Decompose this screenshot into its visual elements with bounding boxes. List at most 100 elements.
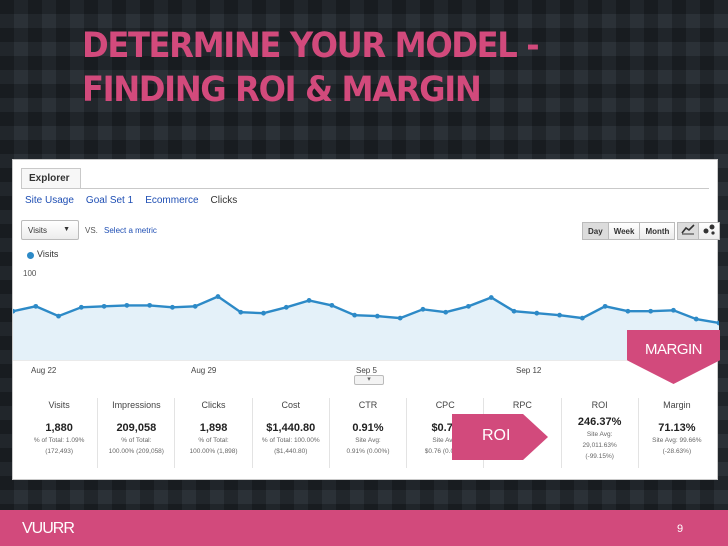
visits-data-point-21 [488,295,494,300]
scorecard-name: Cost [281,400,301,410]
visits-data-point-30 [693,316,699,322]
visits-data-point-5 [124,302,130,308]
vs-label: VS. [85,226,98,235]
scorecard-sub-2: $0.76 (0.00%) [424,448,466,455]
visits-data-point-29 [671,307,676,313]
scorecard-sub: Site Avg: [355,437,381,444]
scorecard-sub: % of Total: 100.00% [261,437,320,444]
scorecard-value: 71.13% [658,422,696,434]
visits-data-point-14 [329,302,335,308]
scorecard-name: Impressions [112,400,161,410]
metric-select-value: Visits [28,226,47,235]
chevron-down-icon: ▾ [367,376,371,383]
subtab-site-usage[interactable]: Site Usage [25,195,74,206]
subtab-ecommerce[interactable]: Ecommerce [145,195,199,206]
scorecard-sub: Site Avg: [432,437,458,444]
visits-data-point-13 [306,298,312,303]
scorecard-value: 246.37% [577,416,622,428]
x-tick-label-aug-29: Aug 29 [191,366,217,375]
legend-dot-visits [27,252,34,259]
scorecard-sub-2: 100.00% (1,898) [189,448,238,455]
scorecard-sub: Site Avg: 99.66% [652,437,702,444]
x-tick-label-sep-5: Sep 5 [356,366,377,375]
page-number: 9 [677,523,684,535]
scorecard-name: Margin [663,400,691,410]
visits-data-point-9 [215,294,221,299]
scorecard-sub: % of Total: [198,437,229,444]
scorecard-clicks: Clicks 1,898 % of Total: 100.00% (1,898) [175,398,253,468]
scorecard-name: CPC [435,400,455,410]
visits-data-point-12 [283,304,289,310]
scorecard-visits: Visits 1,880 % of Total: 1.09% (172,493) [21,398,99,468]
period-month-button[interactable]: Month [639,222,676,240]
chart-collapse-handle[interactable]: ▾ [354,375,384,385]
scorecard-sub: % of Total: [121,437,152,444]
subtab-goal-set-1[interactable]: Goal Set 1 [85,195,134,206]
visits-data-point-11 [261,310,266,316]
explorer-subtabs: Site Usage Goal Set 1 Ecommerce Clicks [25,195,237,206]
scorecard-rpc: RPC [484,398,562,468]
visits-data-point-24 [557,312,562,318]
visits-data-point-19 [443,309,449,315]
scorecard-value: 0.91% [352,422,384,434]
visits-data-point-2 [56,313,61,319]
scorecard-value: 1,898 [199,422,228,434]
visits-data-point-22 [511,308,517,314]
analytics-explorer-panel: Explorer Site Usage Goal Set 1 Ecommerce… [12,159,720,480]
visits-area-fill [13,296,719,360]
visits-data-point-18 [420,306,426,312]
visits-data-point-7 [170,304,175,310]
scorecard-sub-2: (-28.63%) [662,448,692,455]
visits-data-point-3 [78,304,84,310]
scorecard-value: $1,440.80 [266,422,316,434]
scorecard-value: 209,058 [116,422,157,434]
slide-title: DETERMINE YOUR MODEL - FINDING ROI & MAR… [82,24,634,112]
scorecard-name: RPC [512,400,532,410]
legend-label-visits: Visits [37,249,59,259]
scorecard-impressions: Impressions 209,058 % of Total: 100.00% … [98,398,176,468]
scorecard-name: Clicks [201,400,226,410]
y-tick-label-100: 100 [23,269,37,278]
visits-data-point-23 [534,310,540,316]
scorecard-cost: Cost $1,440.80 % of Total: 100.00% ($1,4… [253,398,330,468]
metric-select[interactable]: Visits ▼ [21,220,79,240]
scorecard-sub-2: 0.91% (0.00%) [346,448,390,455]
visits-data-point-0 [13,308,16,314]
tab-divider [21,188,709,189]
visits-data-point-6 [147,302,153,308]
scorecard-name: Visits [48,400,70,410]
slide-title-line-2: FINDING ROI & MARGIN [82,70,482,110]
footer-bar [0,510,728,546]
visits-data-point-4 [101,303,107,309]
chevron-down-icon: ▼ [63,226,70,233]
period-buttons: Day Week Month [582,222,676,240]
scorecard-sub: % of Total: 1.09% [33,437,85,444]
visits-data-point-25 [579,315,585,321]
x-tick-label-aug-22: Aug 22 [31,366,57,375]
visits-data-point-31 [716,320,719,326]
slide-title-line-1: DETERMINE YOUR MODEL - [82,26,540,66]
scorecard-name: CTR [358,400,378,410]
brand-logo: VUURR [22,520,75,537]
visits-data-point-1 [33,303,39,309]
scorecard-sub-3: (-99.15%) [585,453,614,460]
scorecard-ctr: CTR 0.91% Site Avg: 0.91% (0.00%) [330,398,408,468]
scorecard-value: 1,880 [45,422,73,434]
scorecard-margin: Margin 71.13% Site Avg: 99.66% (-28.63%) [639,398,715,468]
visits-data-point-28 [648,308,654,314]
visits-series-line [13,295,719,325]
select-metric-link[interactable]: Select a metric [104,226,157,235]
visits-data-point-16 [374,313,380,319]
tab-explorer[interactable]: Explorer [21,168,81,188]
x-tick-label-sep-12: Sep 12 [516,366,542,375]
scorecard-row: Visits 1,880 % of Total: 1.09% (172,493)… [21,398,715,468]
scorecard-sub-2: 29,011.63% [582,442,617,449]
scorecard-name: ROI [591,400,608,410]
visits-data-point-27 [625,308,631,314]
motion-chart-icon[interactable] [698,222,720,240]
visits-chart [13,294,719,361]
visits-data-point-10 [238,309,244,315]
visits-data-point-15 [352,312,358,318]
subtab-clicks[interactable]: Clicks [210,195,238,206]
scorecard-sub-2: (172,493) [45,448,74,455]
